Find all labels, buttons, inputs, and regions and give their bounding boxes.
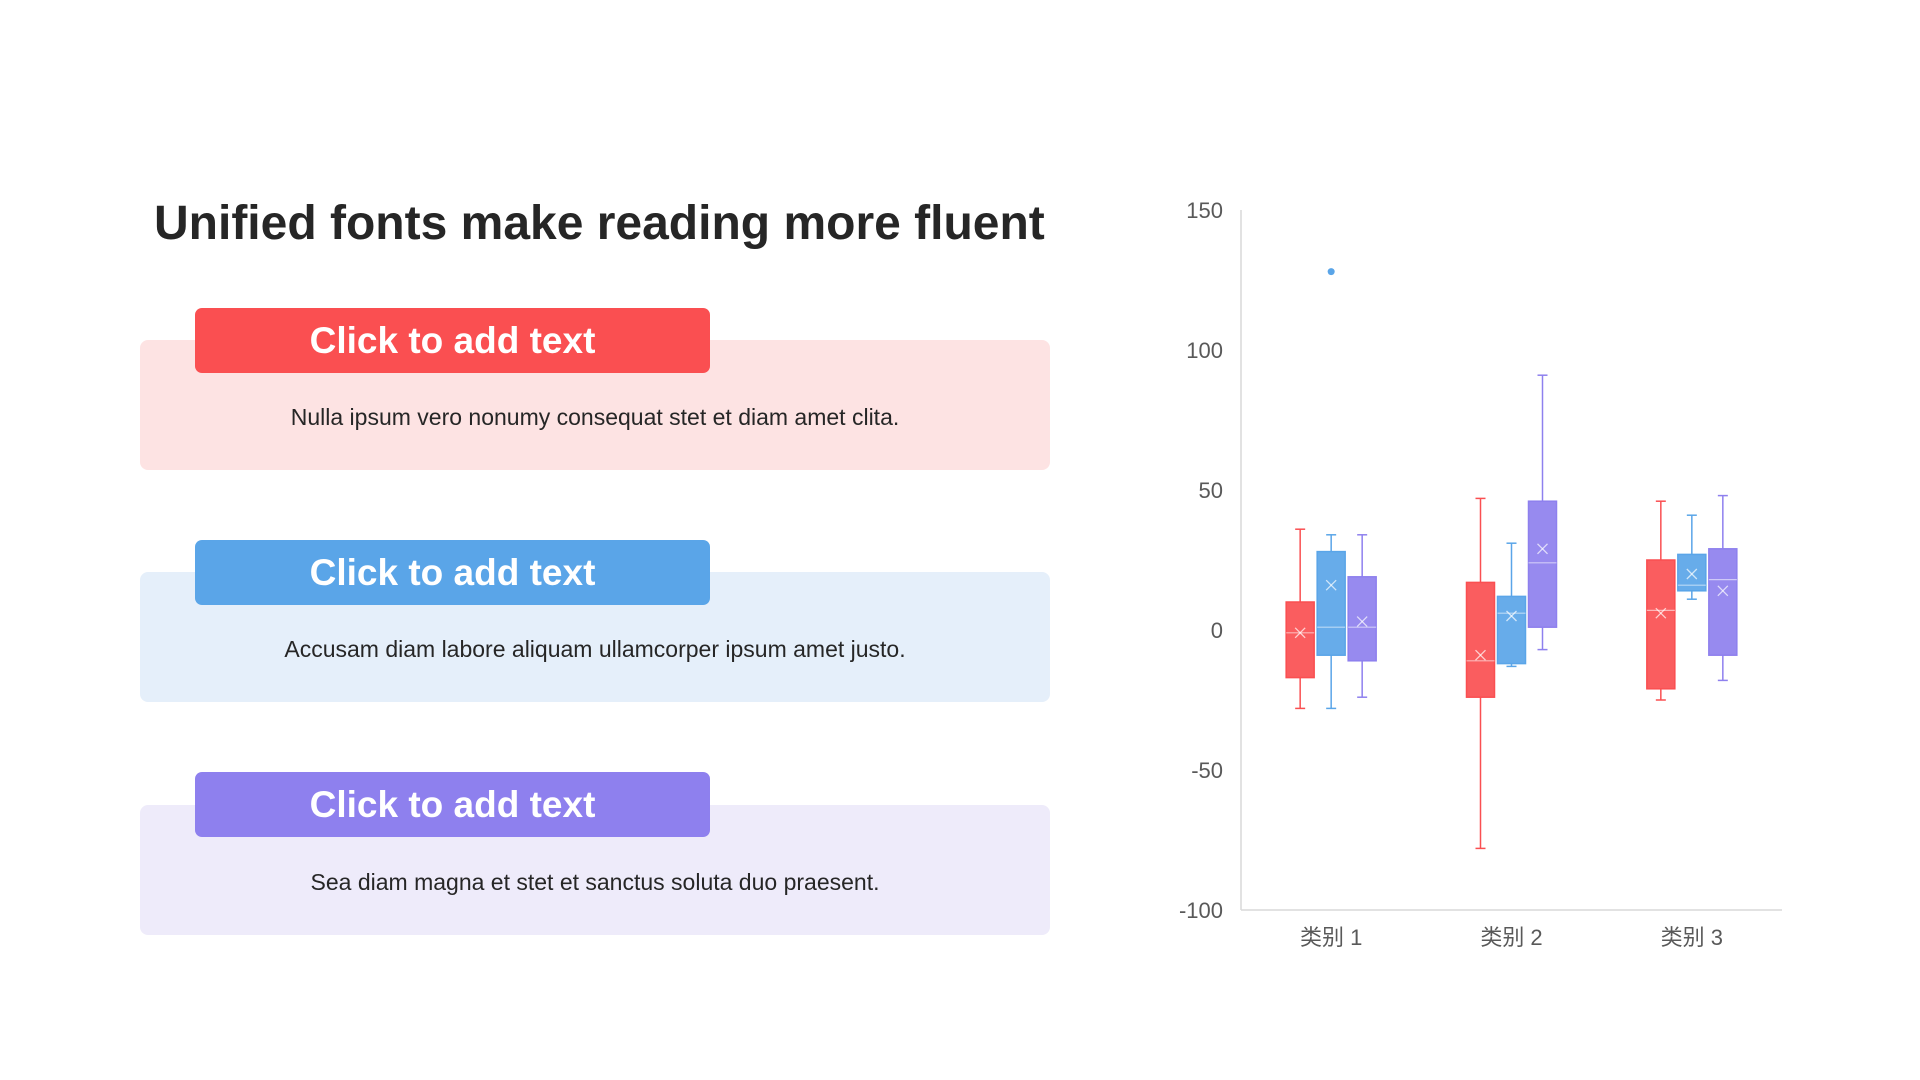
box-1-2 [1465, 497, 1496, 850]
box-outlier-point [1327, 268, 1335, 276]
box-body [1646, 559, 1676, 690]
x-tick-label: 类别 3 [1661, 925, 1723, 950]
box-3-1 [1347, 534, 1377, 698]
card-2-title-button[interactable]: Click to add text [195, 540, 710, 605]
box-1-3 [1646, 500, 1676, 701]
box-3-2 [1527, 374, 1558, 651]
x-tick-label: 类别 2 [1480, 925, 1542, 950]
box-mean-marker-b [1356, 616, 1368, 628]
box-1-1 [1285, 528, 1315, 710]
box-body [1527, 500, 1558, 628]
box-2-2 [1496, 542, 1527, 668]
box-2-3 [1677, 514, 1707, 600]
box-mean-marker-b [1325, 579, 1337, 591]
box-mean-marker-b [1537, 543, 1548, 555]
box-mean-marker-b [1294, 627, 1306, 639]
card-1-body-text[interactable]: Nulla ipsum vero nonumy consequat stet e… [290, 404, 900, 430]
box-mean-marker-b [1686, 568, 1698, 580]
box-mean-marker-b [1475, 649, 1486, 661]
page-title: Unified fonts make reading more fluent [154, 197, 1045, 250]
y-tick-label: -50 [1191, 758, 1223, 783]
box-body [1285, 601, 1315, 679]
box-mean-marker-b [1506, 610, 1517, 622]
y-tick-label: 50 [1199, 478, 1223, 503]
box-mean-marker-b [1655, 607, 1667, 619]
box-body [1496, 595, 1527, 665]
card-3-title-button[interactable]: Click to add text [195, 772, 710, 837]
box-body [1316, 550, 1346, 656]
y-tick-label: 0 [1211, 618, 1223, 643]
y-tick-label: 100 [1186, 338, 1223, 363]
box-body [1708, 548, 1738, 656]
box-2-1 [1316, 268, 1346, 710]
y-tick-label: 150 [1186, 198, 1223, 223]
card-2-body-text[interactable]: Accusam diam labore aliquam ullamcorper … [284, 636, 906, 662]
box-body [1465, 581, 1496, 698]
box-plot-chart: 150 100 50 0 -50 -100 类别 1 类别 2 类别 3 [1179, 198, 1782, 950]
box-body [1347, 576, 1377, 662]
y-tick-label: -100 [1179, 898, 1223, 923]
card-3-body-text[interactable]: Sea diam magna et stet et sanctus soluta… [310, 869, 880, 895]
box-3-3 [1708, 494, 1738, 682]
x-tick-label: 类别 1 [1300, 925, 1362, 950]
card-1-title-button[interactable]: Click to add text [195, 308, 710, 373]
box-mean-marker-b [1717, 585, 1729, 597]
